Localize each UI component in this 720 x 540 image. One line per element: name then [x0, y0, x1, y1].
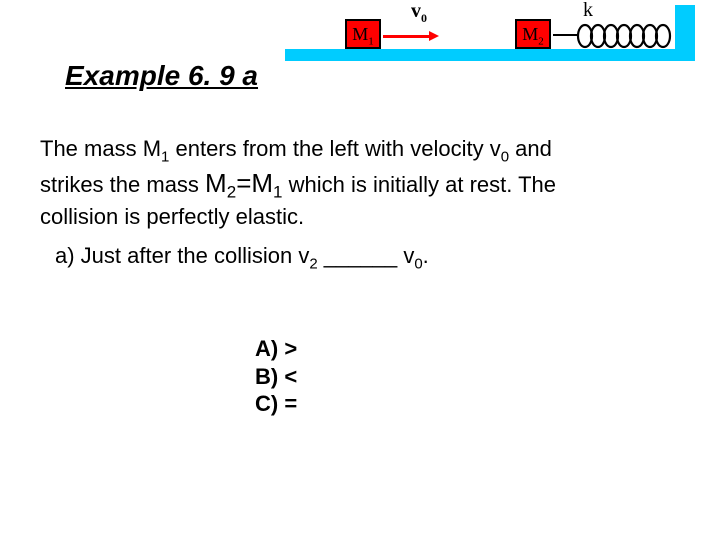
block-m2: M2 — [515, 19, 551, 49]
line-2: strikes the mass M2=M1 which is initiall… — [40, 167, 680, 203]
spring — [576, 23, 676, 49]
velocity-arrow — [383, 31, 441, 41]
problem-statement: The mass M1 enters from the left with ve… — [40, 135, 680, 274]
line-3: collision is perfectly elastic. — [40, 203, 680, 232]
question-a: a) Just after the collision v2 ______ v0… — [55, 242, 680, 274]
example-heading: Example 6. 9 a — [65, 60, 258, 92]
spring-constant-label: k — [583, 0, 593, 22]
choice-c: C) = — [255, 390, 297, 418]
wall — [675, 5, 695, 61]
connector-line — [553, 33, 577, 37]
slide-root: { "colors": { "surface": "#00ccff", "blo… — [0, 0, 720, 540]
line-1: The mass M1 enters from the left with ve… — [40, 135, 680, 167]
block-m1-label: M1 — [352, 24, 374, 44]
block-m2-label: M2 — [522, 24, 544, 44]
choice-b: B) < — [255, 363, 297, 391]
physics-diagram: M1 v0 M2 k — [285, 5, 700, 65]
velocity-label: v0 — [411, 0, 427, 26]
answer-choices: A) > B) < C) = — [255, 335, 297, 418]
block-m1: M1 — [345, 19, 381, 49]
choice-a: A) > — [255, 335, 297, 363]
surface-bar — [285, 49, 695, 61]
